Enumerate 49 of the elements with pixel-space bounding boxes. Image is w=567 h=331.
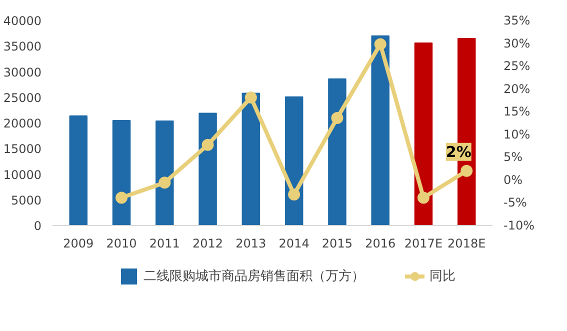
x-tick-label: 2017E [404, 236, 443, 250]
point [374, 38, 386, 50]
y-tick-label: 40000 [3, 14, 42, 28]
bar [198, 112, 217, 226]
y2-tick-label: 10% [504, 127, 530, 142]
point [158, 176, 171, 189]
x-tick-label: 2012 [192, 236, 224, 250]
x-tick-label: 2010 [106, 236, 137, 250]
bar [328, 78, 346, 226]
bar [156, 120, 174, 226]
y-tick-label: 25000 [3, 90, 42, 105]
y2-tick-label: 25% [504, 59, 530, 74]
bar [414, 42, 433, 226]
y2-tick-label: 30% [504, 36, 530, 50]
point [417, 192, 430, 204]
y-tick-label: 20000 [3, 116, 42, 130]
bar [242, 92, 260, 226]
y2-tick-label: 5% [504, 150, 523, 164]
x-tick-label: 2014 [278, 236, 310, 250]
x-tick-label: 2013 [236, 236, 266, 250]
x-tick-label: 2015 [322, 236, 352, 250]
point [288, 188, 300, 201]
point [244, 92, 257, 104]
point [460, 164, 473, 177]
y-tick-label: 35000 [3, 40, 42, 54]
y-tick-label: 30000 [3, 65, 42, 80]
bar [69, 115, 88, 226]
legend-label: 二线限购城市商品房销售面积（万方） [144, 268, 364, 284]
x-tick-label: 2018E [448, 236, 486, 250]
point [202, 138, 214, 151]
y-tick-label: 0 [34, 219, 42, 233]
y2-tick-label: 20% [504, 82, 530, 96]
y2-tick-label: -5% [504, 196, 527, 210]
x-tick-label: 2009 [63, 236, 94, 250]
y-tick-label: 5000 [10, 193, 42, 208]
legend-label: 同比 [430, 268, 456, 284]
y-tick-label: 10000 [3, 168, 42, 182]
y2-tick-label: 35% [504, 14, 530, 28]
point [331, 112, 344, 124]
data-label: 2% [446, 142, 472, 161]
bar [371, 35, 390, 226]
point [116, 192, 128, 204]
x-tick-label: 2016 [365, 236, 396, 250]
bar [112, 120, 131, 226]
y2-tick-label: -10% [504, 218, 535, 232]
y2-tick-label: 15% [504, 104, 530, 119]
x-tick-label: 2011 [149, 236, 180, 250]
y2-tick-label: 0% [504, 172, 523, 187]
y-tick-label: 15000 [3, 142, 42, 156]
